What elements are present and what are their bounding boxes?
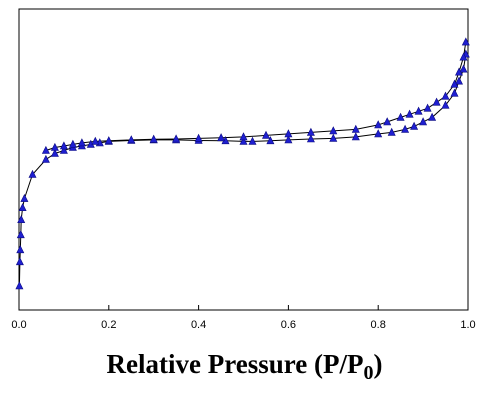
data-point-triangle bbox=[351, 132, 360, 141]
data-point-triangle bbox=[329, 126, 338, 135]
data-point-triangle bbox=[405, 109, 414, 118]
plot-frame bbox=[18, 8, 469, 311]
data-point-triangle bbox=[104, 136, 113, 145]
data-point-triangle bbox=[450, 88, 459, 97]
x-tick-label: 0.6 bbox=[281, 319, 296, 331]
data-point-triangle bbox=[17, 215, 26, 223]
x-tick-label: 0.2 bbox=[101, 319, 116, 331]
data-point-triangle bbox=[59, 141, 68, 150]
data-point-triangle bbox=[374, 120, 383, 129]
data-point-triangle bbox=[248, 136, 257, 145]
data-point-triangle bbox=[441, 91, 450, 100]
x-tick-label: 0.0 bbox=[11, 319, 26, 331]
data-point-triangle bbox=[16, 230, 25, 239]
x-axis-title-tail: ) bbox=[373, 349, 383, 379]
data-point-triangle bbox=[50, 142, 59, 151]
data-point-triangle bbox=[172, 134, 181, 143]
data-point-triangle bbox=[50, 148, 59, 157]
data-point-triangle bbox=[455, 67, 463, 76]
series-markers bbox=[15, 37, 470, 290]
data-point-triangle bbox=[401, 124, 410, 133]
data-point-triangle bbox=[15, 257, 24, 266]
data-point-triangle bbox=[68, 139, 77, 148]
data-point-triangle bbox=[28, 169, 37, 178]
data-point-triangle bbox=[239, 136, 248, 145]
data-point-triangle bbox=[455, 76, 463, 85]
data-point-triangle bbox=[428, 112, 437, 121]
data-point-triangle bbox=[149, 134, 158, 143]
x-axis-title-subscript: 0 bbox=[363, 362, 374, 384]
data-point-triangle bbox=[194, 133, 203, 142]
series-lines bbox=[18, 42, 467, 286]
data-point-triangle bbox=[266, 136, 275, 145]
data-point-triangle bbox=[419, 117, 428, 126]
data-point-triangle bbox=[351, 124, 360, 133]
x-tick-label: 0.8 bbox=[371, 319, 386, 331]
data-point-triangle bbox=[18, 203, 27, 211]
data-point-triangle bbox=[410, 121, 419, 130]
data-point-triangle bbox=[284, 135, 293, 144]
data-point-triangle bbox=[20, 193, 29, 202]
data-point-triangle bbox=[127, 135, 136, 144]
series-line-2 bbox=[45, 42, 467, 151]
data-point-triangle bbox=[414, 106, 423, 115]
data-point-triangle bbox=[284, 129, 293, 138]
x-axis-title-main: Relative Pressure (P/P bbox=[106, 349, 364, 379]
data-point-triangle bbox=[41, 154, 50, 163]
data-point-triangle bbox=[387, 127, 396, 136]
data-point-triangle bbox=[16, 245, 25, 254]
data-point-triangle bbox=[306, 127, 315, 136]
data-point-triangle bbox=[77, 138, 86, 147]
data-point-triangle bbox=[217, 133, 226, 142]
data-point-triangle bbox=[91, 136, 100, 145]
data-point-triangle bbox=[374, 129, 383, 138]
data-point-triangle bbox=[383, 117, 392, 126]
data-point-triangle bbox=[306, 134, 315, 143]
data-point-triangle bbox=[459, 52, 468, 61]
data-point-triangle bbox=[15, 281, 24, 290]
data-point-triangle bbox=[461, 37, 470, 46]
data-point-triangle bbox=[441, 100, 450, 109]
x-tick-label: 0.4 bbox=[191, 319, 206, 331]
series-line-1 bbox=[18, 54, 467, 286]
x-axis-ticks: 0.0 0.2 0.4 0.6 0.8 1.0 bbox=[11, 305, 476, 331]
x-axis-title: Relative Pressure (P/P0) bbox=[0, 349, 489, 385]
data-point-triangle bbox=[239, 132, 248, 141]
data-point-triangle bbox=[59, 145, 68, 154]
data-point-triangle bbox=[396, 112, 405, 121]
data-point-triangle bbox=[262, 130, 270, 139]
data-point-triangle bbox=[450, 79, 459, 88]
data-point-triangle bbox=[41, 145, 50, 154]
data-point-triangle bbox=[432, 97, 441, 106]
data-point-triangle bbox=[459, 64, 468, 73]
data-point-triangle bbox=[329, 133, 338, 142]
x-tick-label: 1.0 bbox=[460, 319, 475, 331]
data-point-triangle bbox=[423, 103, 432, 112]
